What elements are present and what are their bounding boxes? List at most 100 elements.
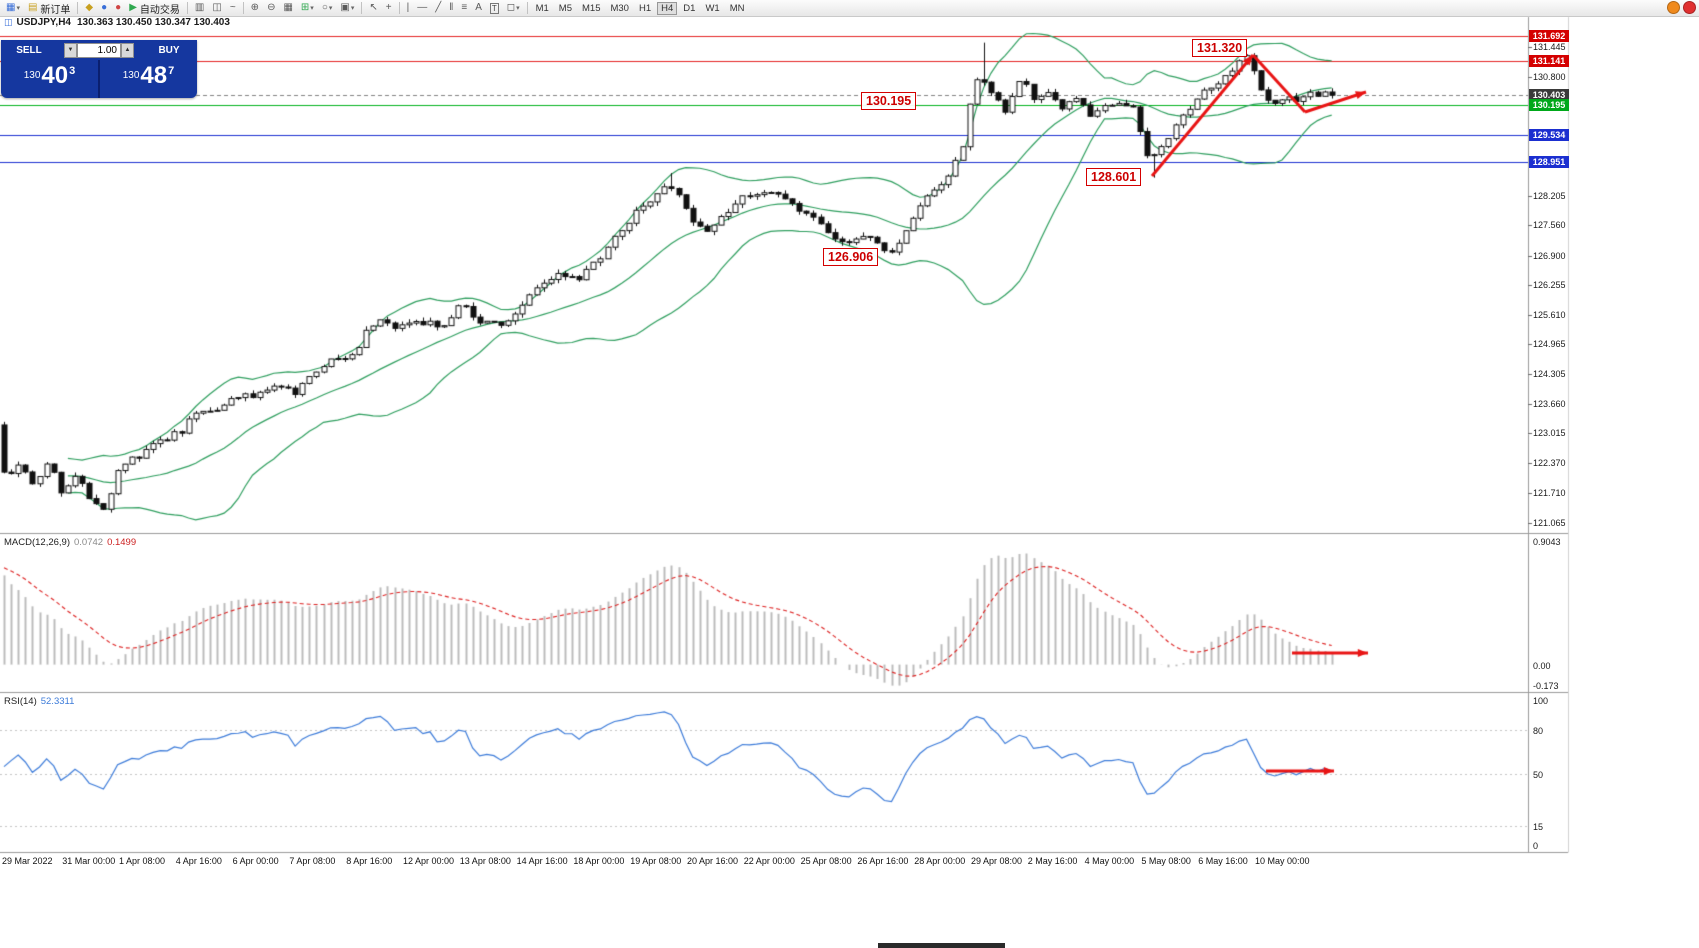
price-annotation[interactable]: 126.906: [823, 248, 879, 266]
price-annotation[interactable]: 130.195: [861, 92, 917, 110]
date-label: 6 Apr 00:00: [232, 856, 279, 866]
date-label: 19 Apr 08:00: [630, 856, 682, 866]
rsi-axis-tick: 15: [1533, 821, 1544, 832]
chart-ohlc-values: 130.363 130.450 130.347 130.403: [76, 17, 230, 28]
one-click-trade-panel: SELL ▼ ▲ BUY 130 40 3 130 48 7: [1, 40, 197, 98]
date-label: 14 Apr 16:00: [516, 856, 568, 866]
rsi-axis-tick: 80: [1533, 725, 1544, 736]
date-label: 8 Apr 16:00: [346, 856, 393, 866]
toolbar-separator: [398, 2, 400, 14]
timeframe-m30-button[interactable]: M30: [610, 2, 629, 14]
fibonacci-retracement-icon[interactable]: ≡: [461, 2, 468, 13]
volume-up-button[interactable]: ▲: [121, 42, 134, 58]
toolbar-separator: [77, 2, 79, 14]
volume-down-button[interactable]: ▼: [64, 42, 77, 58]
date-label: 4 Apr 16:00: [175, 856, 222, 866]
chart-tab-icon: ◫: [4, 17, 13, 27]
macd-axis-tick: -0.173: [1533, 681, 1559, 691]
timeframe-h1-button[interactable]: H1: [638, 2, 652, 14]
rsi-indicator-label: RSI(14) 52.3311: [4, 696, 75, 707]
price-tick: 126.900: [1533, 250, 1566, 261]
line-chart-icon[interactable]: ~: [229, 2, 236, 13]
cursor-icon[interactable]: ↖: [369, 2, 378, 13]
zoom-in-icon[interactable]: ⊕: [250, 2, 260, 13]
tile-windows-icon[interactable]: ▦: [283, 2, 293, 13]
new-order-button[interactable]: ▤ 新订单: [27, 2, 71, 16]
templates-icon[interactable]: ▣ ▾: [340, 2, 355, 13]
date-label: 29 Apr 08:00: [971, 856, 1023, 866]
timeframe-h4-button[interactable]: H4: [657, 1, 678, 15]
current-price-tag: 130.403: [1529, 89, 1569, 102]
date-label: 28 Apr 00:00: [914, 856, 966, 866]
zoom-out-icon[interactable]: ⊖: [267, 2, 276, 13]
timeframe-d1-button[interactable]: D1: [683, 2, 696, 14]
text-label-icon[interactable]: T: [489, 2, 499, 14]
date-label: 29 Mar 2022: [2, 856, 53, 866]
date-label: 5 May 08:00: [1141, 856, 1191, 866]
rsi-axis-tick: 100: [1533, 696, 1549, 706]
date-label: 22 Apr 00:00: [743, 856, 795, 866]
date-label: 6 May 16:00: [1198, 856, 1248, 866]
price-tick: 123.015: [1533, 428, 1566, 439]
trendline-icon[interactable]: ╱: [435, 2, 442, 13]
date-label: 2 May 16:00: [1027, 856, 1078, 866]
horizontal-scrollbar[interactable]: [878, 943, 1005, 948]
price-tick: 121.065: [1533, 517, 1566, 528]
autotrading-button[interactable]: ▶ 自动交易: [129, 2, 180, 16]
volume-input[interactable]: [77, 42, 121, 58]
price-tick: 124.305: [1533, 369, 1566, 380]
price-tick: 124.965: [1533, 339, 1566, 350]
price-level-tag: 131.692: [1529, 30, 1569, 43]
date-label: 1 Apr 08:00: [119, 856, 166, 866]
bar-chart-icon[interactable]: ▥: [194, 2, 205, 13]
time-scale[interactable]: 29 Mar 2022 31 Mar 00:00 1 Apr 08:00 4 Apr …: [0, 854, 1568, 869]
date-label: 31 Mar 00:00: [62, 856, 116, 866]
timeframes-icon[interactable]: ○ ▾: [321, 2, 333, 13]
toolbar-separator: [242, 2, 244, 14]
vertical-line-icon[interactable]: |: [406, 2, 410, 13]
timeframe-w1-button[interactable]: W1: [705, 2, 720, 14]
timeframe-m5-button[interactable]: M5: [558, 2, 572, 14]
toolbar-separator: [186, 2, 188, 14]
macd-indicator-label: MACD(12,26,9) 0.0742 0.1499: [4, 537, 137, 548]
price-scale[interactable]: 131.445 130.800 128.205 127.560 126.900 126.2…: [1528, 0, 1699, 948]
date-label: 10 May 00:00: [1255, 856, 1310, 866]
price-tick: 126.255: [1533, 280, 1566, 291]
community-icon[interactable]: [1667, 1, 1680, 14]
buy-button[interactable]: 130 48 7: [122, 62, 175, 89]
global-market-icon[interactable]: ●: [101, 2, 108, 13]
buy-label[interactable]: BUY: [158, 44, 180, 56]
text-icon[interactable]: A: [475, 2, 482, 13]
price-tick: 131.445: [1533, 42, 1566, 53]
sell-label[interactable]: SELL: [16, 44, 42, 56]
crosshair-icon[interactable]: +: [385, 2, 392, 13]
sell-button[interactable]: 130 40 3: [23, 62, 76, 89]
price-annotation[interactable]: 131.320: [1192, 39, 1248, 57]
new-chart-button[interactable]: ▦ ▾: [6, 2, 20, 13]
toolbar: ▦ ▾ ▤ 新订单 ◆ ● ● ▶ 自动交易 ▥ ◫ ~ ⊕ ⊖ ▦ ⊞ ▾ ○ ▾ ▣ ▾ ↖ + | — ╱ ‖ ≡ A T ◻ ▾ M1 M…: [0, 0, 1699, 17]
candlestick-chart-icon[interactable]: ◫: [212, 2, 222, 13]
date-label: 7 Apr 08:00: [289, 856, 336, 866]
date-label: 13 Apr 08:00: [459, 856, 511, 866]
chart-symbol-label: USDJPY,H4: [16, 17, 71, 28]
news-icon[interactable]: ●: [115, 2, 122, 13]
timeframe-m1-button[interactable]: M1: [535, 2, 549, 14]
horizontal-line-icon[interactable]: —: [417, 2, 428, 13]
price-tick: 122.370: [1533, 457, 1566, 468]
alert-icon[interactable]: [1683, 1, 1696, 14]
timeframe-m15-button[interactable]: M15: [582, 2, 601, 14]
price-tick: 127.560: [1533, 220, 1566, 231]
timeframe-mn-button[interactable]: MN: [729, 2, 745, 14]
price-annotation[interactable]: 128.601: [1086, 168, 1142, 186]
shapes-icon[interactable]: ◻ ▾: [506, 2, 520, 13]
date-label: 4 May 00:00: [1084, 856, 1135, 866]
history-center-icon[interactable]: ◆: [85, 2, 94, 13]
indicators-icon[interactable]: ⊞ ▾: [300, 2, 314, 13]
equidistant-channel-icon[interactable]: ‖: [449, 2, 454, 13]
macd-axis-tick: 0.9043: [1533, 537, 1561, 547]
price-tick: 123.660: [1533, 398, 1566, 409]
rsi-axis-tick: 50: [1533, 770, 1544, 780]
